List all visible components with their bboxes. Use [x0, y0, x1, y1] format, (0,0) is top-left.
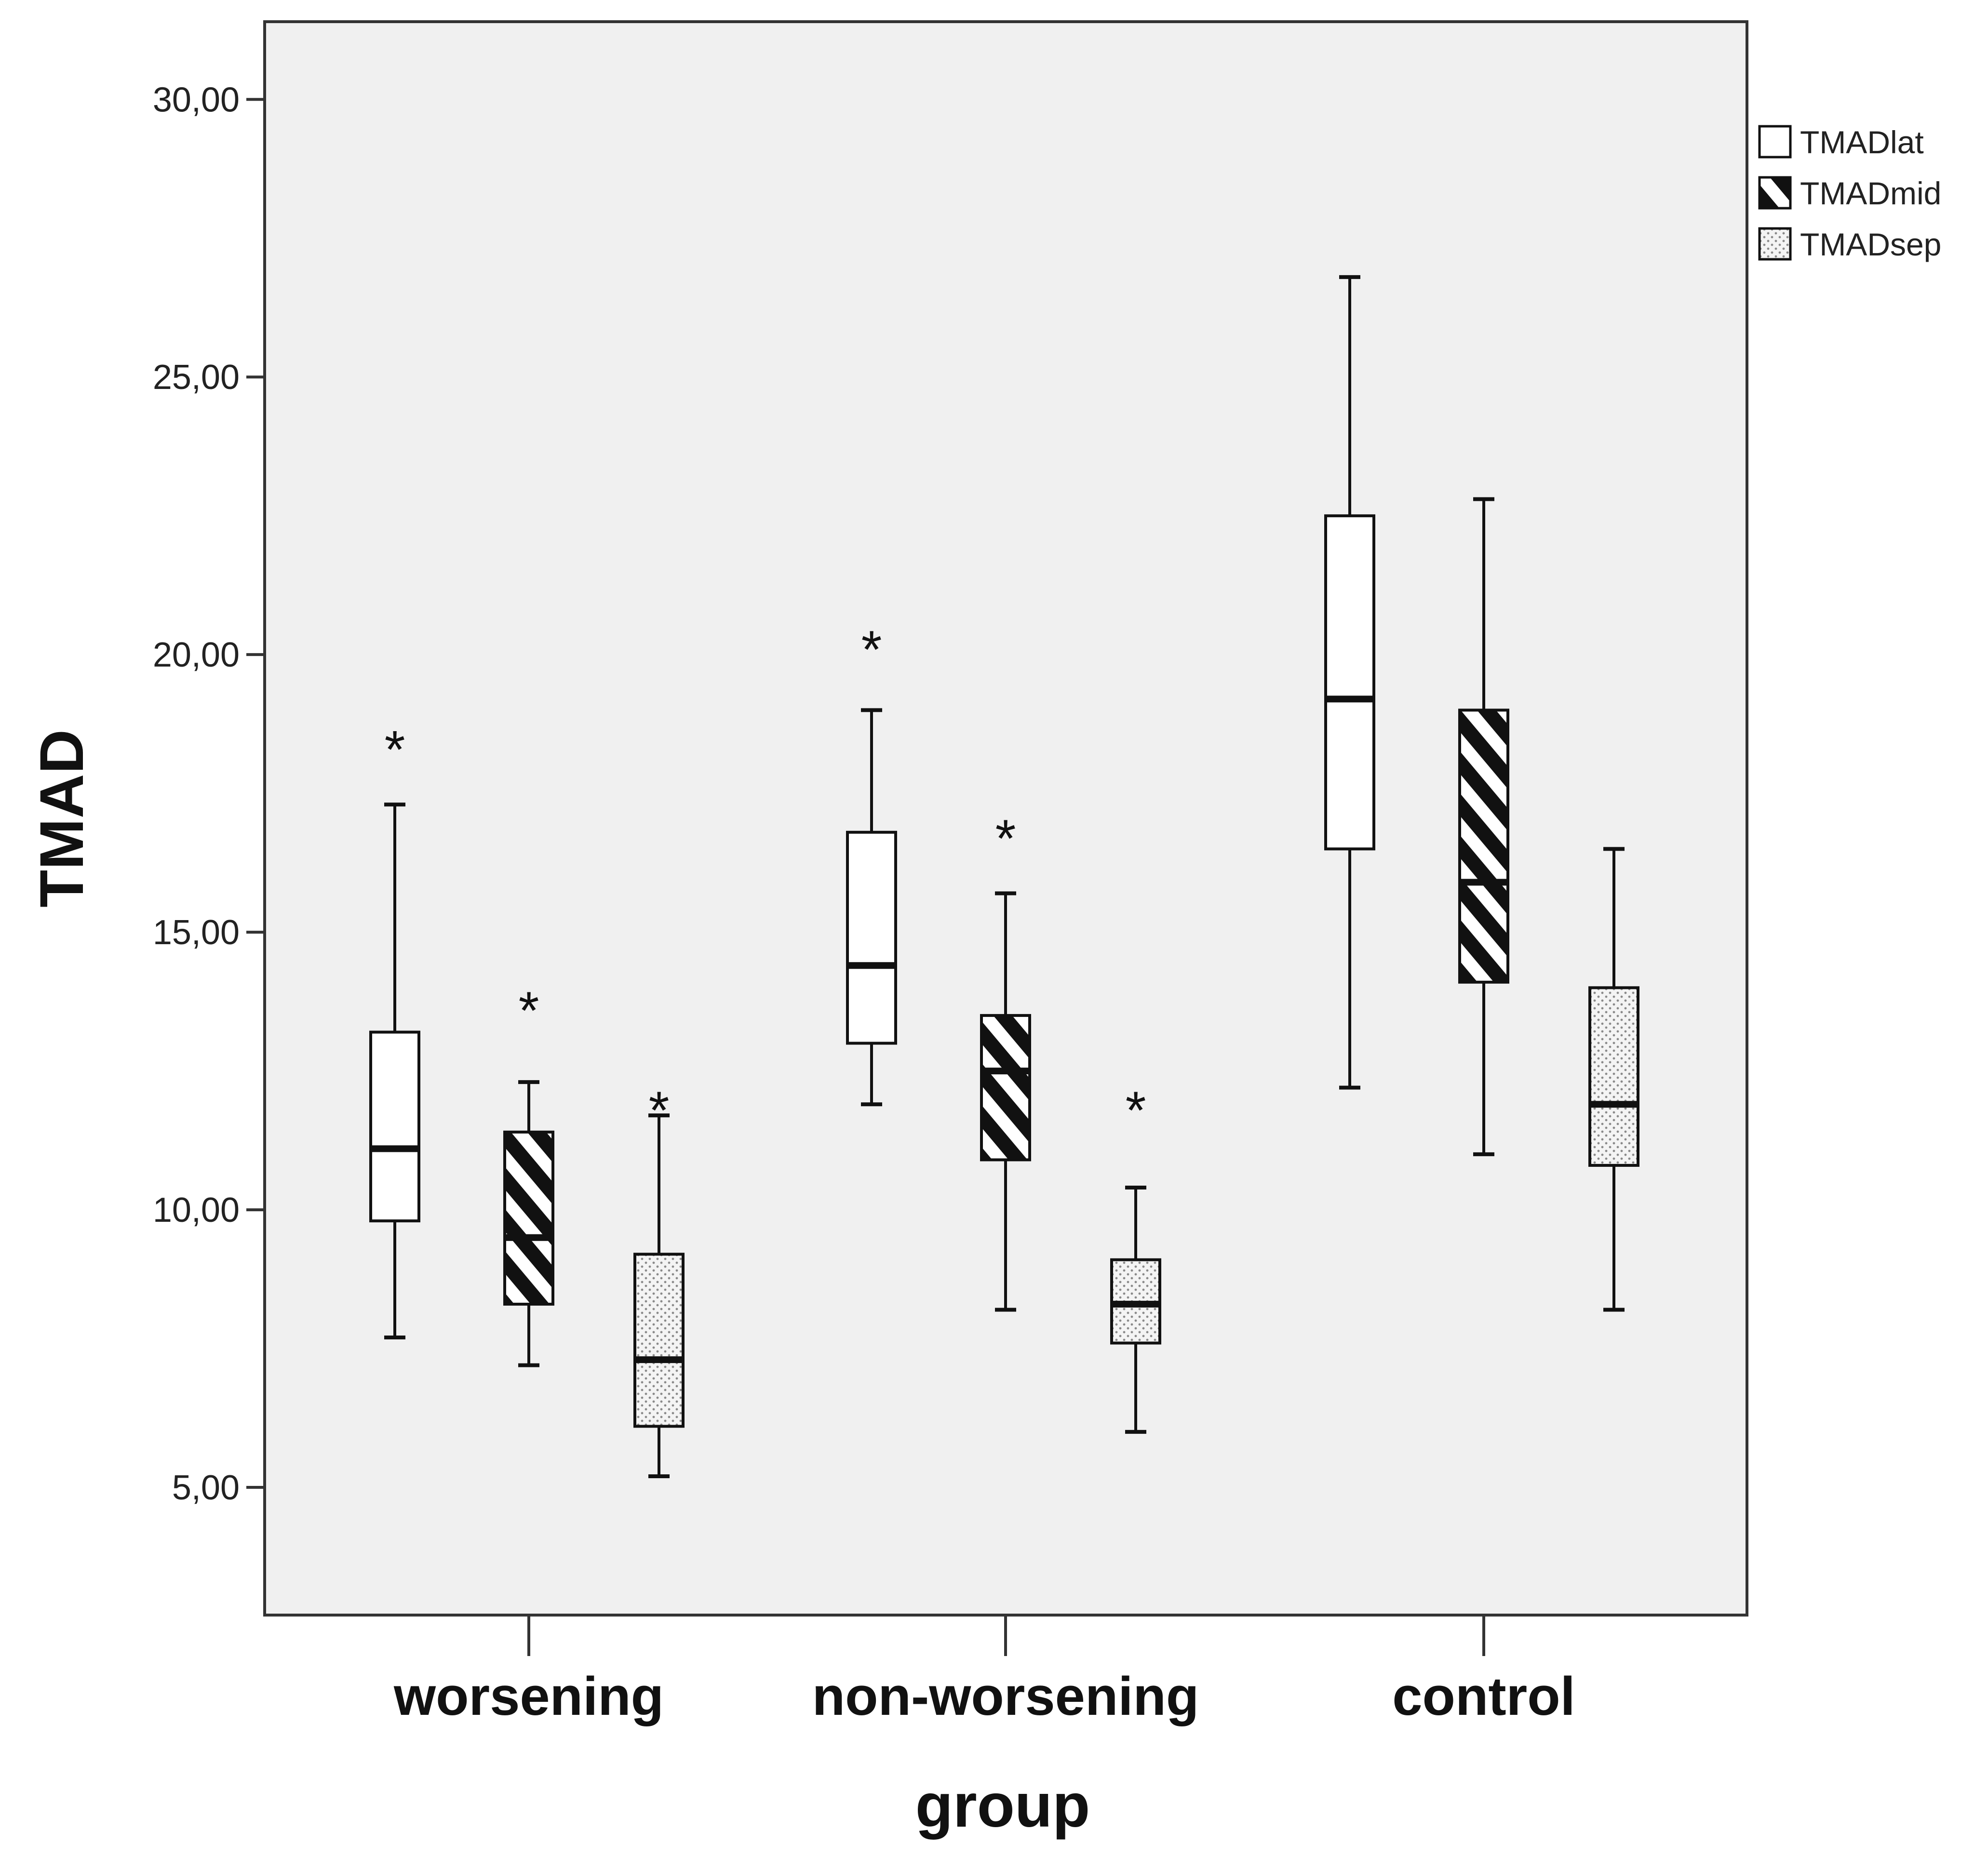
legend-swatch-TMADmid — [1758, 176, 1792, 210]
outlier-marker-TMADsep-non-worsening-0: * — [1126, 1081, 1146, 1140]
x-category-label-2: control — [1392, 1666, 1575, 1726]
y-tick-label-1: 10,00 — [153, 1191, 240, 1230]
outlier-marker-TMADmid-worsening-0: * — [519, 981, 539, 1040]
box-iqr — [846, 830, 897, 1045]
outlier-marker-TMADmid-non-worsening-0: * — [995, 809, 1016, 868]
x-category-label-1: non-worsening — [812, 1666, 1199, 1726]
y-axis: 5,00 10,00 15,00 20,00 25,00 30,00 — [153, 80, 265, 1507]
box-series-group — [369, 275, 1639, 1479]
y-tick-label-3: 20,00 — [153, 636, 240, 674]
legend-label-TMADmid: TMADmid — [1800, 175, 1941, 211]
legend: TMADlat TMADmid TMADsep — [1758, 124, 1941, 262]
y-tick-label-0: 5,00 — [172, 1469, 240, 1507]
box-TMADlat-control — [1324, 275, 1375, 1090]
box-iqr — [980, 1014, 1031, 1162]
outlier-marker-TMADlat-worsening-0: * — [385, 720, 405, 779]
box-TMADmid-worsening — [503, 1080, 554, 1367]
legend-swatch-TMADlat — [1758, 125, 1792, 159]
box-iqr — [1588, 986, 1639, 1167]
box-TMADsep-worsening — [633, 1113, 685, 1479]
outlier-group: * * * * * * — [385, 620, 1146, 1140]
box-iqr — [503, 1130, 554, 1306]
x-category-label-0: worsening — [393, 1666, 664, 1726]
y-tick-label-4: 25,00 — [153, 358, 240, 397]
legend-item-TMADmid: TMADmid — [1758, 175, 1941, 211]
box-iqr — [1324, 514, 1375, 851]
box-iqr — [1458, 708, 1509, 984]
box-TMADsep-control — [1588, 847, 1639, 1312]
y-axis-title: TMAD — [27, 729, 96, 908]
box-iqr — [633, 1253, 685, 1428]
box-TMADmid-non-worsening — [980, 891, 1031, 1312]
outlier-marker-TMADsep-worsening-0: * — [649, 1081, 670, 1140]
legend-label-TMADsep: TMADsep — [1800, 227, 1941, 262]
box-TMADlat-non-worsening — [846, 708, 897, 1107]
x-axis-title: group — [915, 1771, 1090, 1840]
box-iqr — [369, 1030, 420, 1223]
x-axis: worsening non-worsening control — [393, 1615, 1575, 1726]
legend-swatch-TMADsep — [1758, 227, 1792, 261]
outlier-marker-TMADlat-non-worsening-0: * — [861, 620, 882, 680]
y-tick-label-5: 30,00 — [153, 80, 240, 119]
legend-item-TMADlat: TMADlat — [1758, 124, 1924, 160]
y-tick-label-2: 15,00 — [153, 913, 240, 952]
legend-item-TMADsep: TMADsep — [1758, 227, 1941, 262]
box-TMADmid-control — [1458, 497, 1509, 1156]
legend-label-TMADlat: TMADlat — [1800, 124, 1924, 160]
box-TMADlat-worsening — [369, 802, 420, 1340]
box-TMADsep-non-worsening — [1110, 1186, 1161, 1434]
